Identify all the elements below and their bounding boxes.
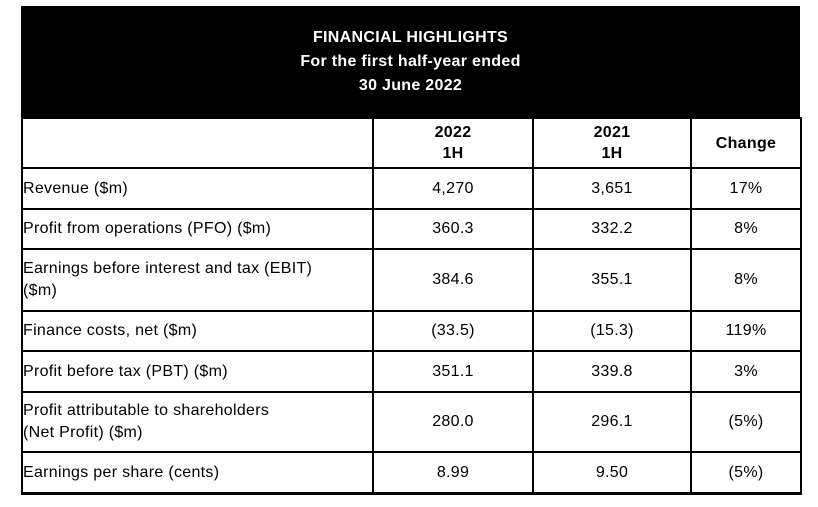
value-2021: 332.2 — [532, 208, 692, 250]
row-label: Profit from operations (PFO) ($m) — [21, 208, 374, 250]
value-change: (5%) — [690, 391, 802, 453]
value-2022: 384.6 — [372, 248, 534, 312]
subtitle-line2: 30 June 2022 — [358, 76, 463, 94]
table-row-revenue: Revenue ($m) 4,270 3,651 17% — [21, 167, 802, 210]
value-2021: 3,651 — [532, 167, 692, 210]
value-2021: 9.50 — [532, 451, 692, 495]
value-2022: (33.5) — [372, 310, 534, 352]
subtitle-line1: For the first half-year ended — [300, 52, 521, 70]
value-2021: 296.1 — [532, 391, 692, 453]
page-title: FINANCIAL HIGHLIGHTS — [312, 28, 509, 46]
value-change: (5%) — [690, 451, 802, 495]
header-change: Change — [690, 117, 802, 169]
title-band: FINANCIAL HIGHLIGHTS For the first half-… — [21, 6, 800, 117]
table-row-pfo: Profit from operations (PFO) ($m) 360.3 … — [21, 208, 802, 250]
row-label: Revenue ($m) — [21, 167, 374, 210]
header-blank-cell — [21, 117, 374, 169]
value-2022: 360.3 — [372, 208, 534, 250]
table-row-ebit: Earnings before interest and tax (EBIT) … — [21, 248, 802, 312]
table-row-pbt: Profit before tax (PBT) ($m) 351.1 339.8… — [21, 350, 802, 393]
value-2022: 280.0 — [372, 391, 534, 453]
value-2022: 4,270 — [372, 167, 534, 210]
value-change: 17% — [690, 167, 802, 210]
value-2021: 339.8 — [532, 350, 692, 393]
header-2022-1h: 2022 1H — [372, 117, 534, 169]
row-label: Earnings before interest and tax (EBIT) … — [21, 248, 374, 312]
row-label: Profit before tax (PBT) ($m) — [21, 350, 374, 393]
table-row-net-profit: Profit attributable to shareholders (Net… — [21, 391, 802, 453]
value-change: 8% — [690, 248, 802, 312]
row-label: Profit attributable to shareholders (Net… — [21, 391, 374, 453]
value-change: 8% — [690, 208, 802, 250]
financial-highlights-table: 2022 1H 2021 1H Change Revenue ($m) 4,27… — [21, 117, 802, 495]
value-2022: 351.1 — [372, 350, 534, 393]
value-change: 119% — [690, 310, 802, 352]
table-header-row: 2022 1H 2021 1H Change — [21, 117, 802, 169]
value-2021: (15.3) — [532, 310, 692, 352]
value-change: 3% — [690, 350, 802, 393]
value-2022: 8.99 — [372, 451, 534, 495]
row-label: Finance costs, net ($m) — [21, 310, 374, 352]
table-row-finance-costs: Finance costs, net ($m) (33.5) (15.3) 11… — [21, 310, 802, 352]
row-label: Earnings per share (cents) — [21, 451, 374, 495]
table-row-eps: Earnings per share (cents) 8.99 9.50 (5%… — [21, 451, 802, 495]
value-2021: 355.1 — [532, 248, 692, 312]
header-2021-1h: 2021 1H — [532, 117, 692, 169]
financial-highlights-sheet: FINANCIAL HIGHLIGHTS For the first half-… — [21, 6, 802, 495]
